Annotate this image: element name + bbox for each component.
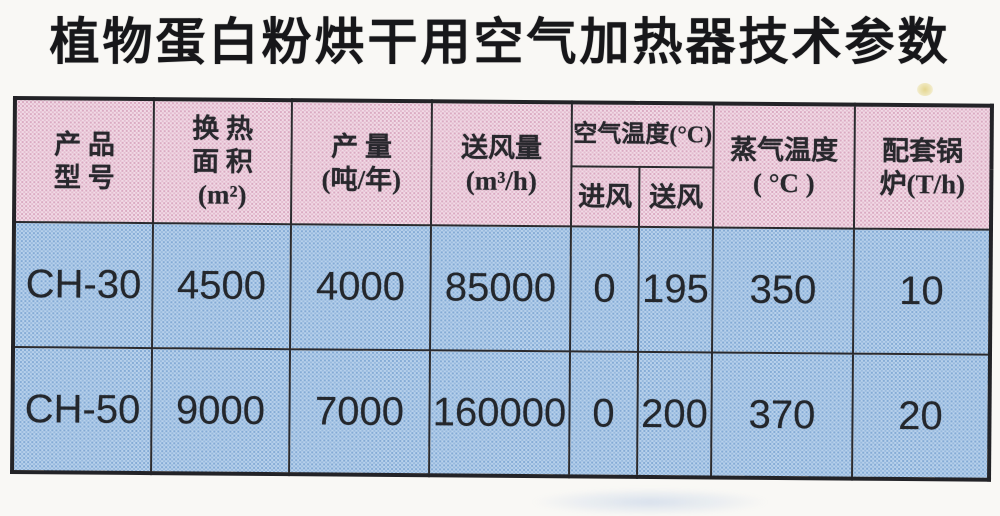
header-steam-temp: 蒸气温度 ( °C )	[713, 103, 855, 229]
cell-air-out: 200	[637, 351, 713, 478]
header-air-temp-group: 空气温度(°C)	[571, 102, 714, 168]
parameters-table: 产 品 型 号 换 热 面 积 (m²) 产 量 (吨/年) 送风量 (m³/h…	[10, 96, 994, 482]
scan-artifact-speck	[917, 83, 933, 96]
header-boiler: 配套锅 炉(T/h)	[854, 104, 992, 230]
cell-model: CH-30	[13, 222, 154, 349]
table-row-ch30: CH-30 4500 4000 85000 0 195 350 10	[13, 222, 991, 355]
table-row-ch50: CH-50 9000 7000 160000 0 200 370 20	[12, 347, 991, 480]
cell-steam-temp: 350	[712, 227, 855, 354]
cell-boiler: 20	[852, 353, 991, 480]
cell-air-in: 0	[570, 226, 639, 352]
cell-air-volume: 160000	[429, 350, 571, 477]
header-air-volume: 送风量 (m³/h)	[430, 101, 572, 227]
cell-air-in: 0	[569, 351, 639, 477]
cell-heat-area: 4500	[152, 223, 292, 350]
spec-table: 产 品 型 号 换 热 面 积 (m²) 产 量 (吨/年) 送风量 (m³/h…	[10, 96, 994, 482]
header-row-top: 产 品 型 号 换 热 面 积 (m²) 产 量 (吨/年) 送风量 (m³/h…	[14, 98, 992, 230]
cell-output: 4000	[290, 224, 431, 351]
cell-heat-area: 9000	[151, 348, 291, 475]
cell-boiler: 10	[853, 228, 991, 355]
scan-artifact-smudge	[530, 488, 770, 516]
cell-air-volume: 85000	[430, 225, 571, 352]
cell-air-out: 195	[638, 226, 714, 353]
header-heat-area: 换 热 面 积 (m²)	[153, 99, 292, 225]
header-output: 产 量 (吨/年)	[291, 100, 432, 226]
cell-steam-temp: 370	[711, 352, 854, 479]
header-air-temp-in: 进风	[570, 166, 640, 227]
header-product-model: 产 品 型 号	[14, 98, 154, 224]
header-air-temp-out: 送风	[638, 166, 714, 228]
cell-output: 7000	[289, 349, 431, 476]
cell-model: CH-50	[12, 347, 153, 474]
document-title: 植物蛋白粉烘干用空气加热器技术参数	[49, 14, 951, 70]
